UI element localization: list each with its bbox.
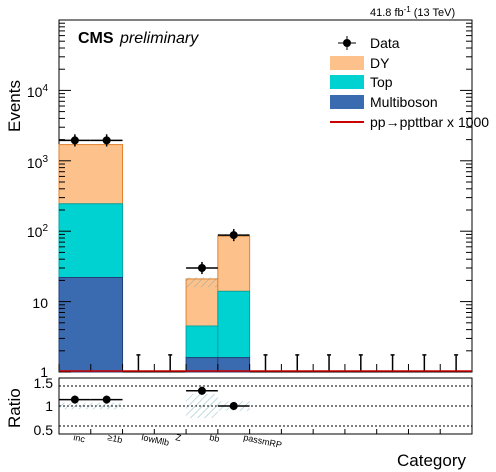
category-label: Z bbox=[175, 432, 183, 443]
ratio-point bbox=[102, 395, 111, 404]
ratio-plot bbox=[58, 385, 473, 434]
category-label: inc bbox=[73, 432, 87, 444]
bar-dy bbox=[58, 144, 124, 205]
bar-top bbox=[58, 203, 124, 278]
cms-label: CMS bbox=[78, 30, 114, 47]
bar-top bbox=[185, 325, 219, 359]
data-point bbox=[102, 136, 111, 145]
ratio-uncertainty-band bbox=[59, 402, 123, 410]
ratio-tick-label: 1.5 bbox=[34, 375, 54, 391]
ratio-point bbox=[197, 386, 206, 395]
legend-entry-multiboson: Multiboson bbox=[330, 94, 438, 110]
x-axis-title: Category bbox=[397, 451, 466, 470]
uncertainty-band bbox=[186, 277, 218, 288]
y-axis-title: Events bbox=[5, 80, 24, 132]
legend: Data DY Top Multiboson pp→ppttbar x 1000 bbox=[330, 35, 489, 130]
y-tick-label: 1 bbox=[40, 364, 48, 380]
preliminary-label: preliminary bbox=[119, 30, 199, 47]
y-tick-label: 103 bbox=[27, 154, 49, 171]
legend-label: Multiboson bbox=[370, 94, 438, 110]
legend-entry-dy: DY bbox=[330, 55, 390, 71]
category-label: lowMlb bbox=[141, 432, 170, 448]
legend-label: Top bbox=[370, 74, 393, 90]
bar-multiboson bbox=[58, 276, 124, 373]
legend-swatch-top bbox=[330, 75, 364, 89]
legend-entry-top: Top bbox=[330, 74, 393, 90]
bar-multiboson bbox=[185, 357, 219, 373]
legend-label: pp→ppttbar x 1000 bbox=[370, 114, 489, 130]
ratio-y-axis-title: Ratio bbox=[5, 388, 24, 428]
legend-entry-data: Data bbox=[338, 35, 400, 51]
main-plot bbox=[58, 22, 473, 373]
bar-top bbox=[217, 290, 251, 359]
y-tick-label: 10 bbox=[32, 295, 48, 311]
ratio-tick-label: 1 bbox=[45, 398, 53, 414]
category-label: passmRP bbox=[243, 432, 283, 450]
legend-entry-signal: pp→ppttbar x 1000 bbox=[330, 114, 489, 130]
bar-dy bbox=[217, 235, 251, 292]
data-point bbox=[70, 136, 79, 145]
y-tick-label: 102 bbox=[27, 223, 49, 240]
legend-data-marker bbox=[343, 39, 351, 47]
category-label: bb bbox=[209, 432, 221, 444]
data-point bbox=[229, 231, 238, 240]
bar-multiboson bbox=[217, 357, 251, 373]
ratio-point bbox=[229, 402, 238, 410]
y-tick-labels: 1 10 102 103 104 bbox=[27, 83, 49, 380]
ratio-uncertainty-band bbox=[186, 394, 218, 418]
lumi-label: 41.8 fb-1 (13 TeV) bbox=[370, 5, 455, 19]
legend-label: Data bbox=[370, 35, 400, 51]
data-point bbox=[197, 264, 206, 273]
legend-swatch-multiboson bbox=[330, 95, 364, 109]
ratio-tick-label: 0.5 bbox=[34, 422, 54, 438]
legend-label: DY bbox=[370, 55, 390, 71]
ratio-point bbox=[70, 395, 79, 404]
category-label: ≥1b bbox=[107, 432, 124, 445]
ratio-y-tick-labels: 0.5 1 1.5 bbox=[34, 375, 54, 438]
legend-swatch-dy bbox=[330, 56, 364, 70]
y-tick-label: 104 bbox=[27, 83, 49, 100]
